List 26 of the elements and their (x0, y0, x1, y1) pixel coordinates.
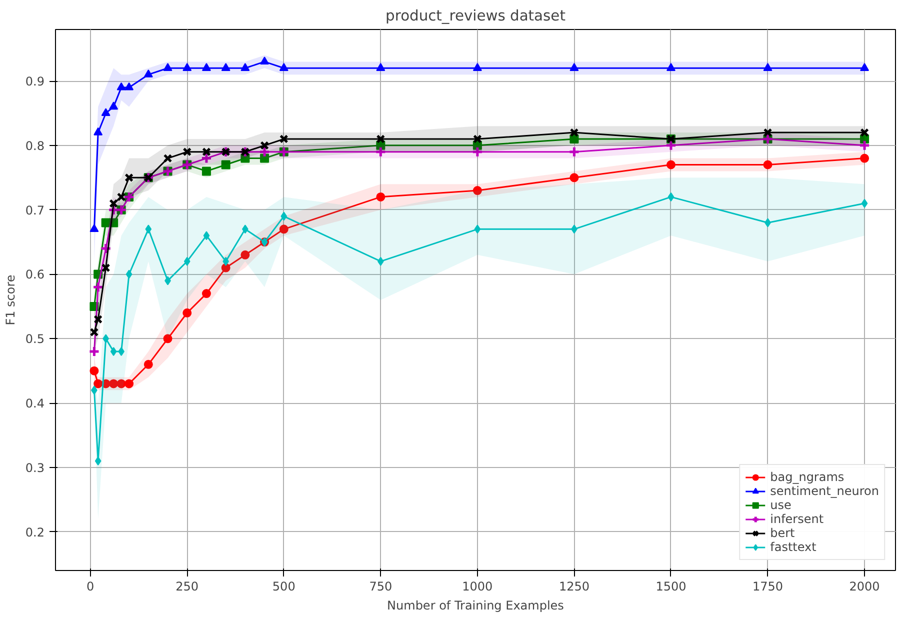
chart-title: product_reviews dataset (386, 8, 566, 24)
legend-label: sentiment_neuron (770, 484, 879, 498)
x-tick-label: 750 (369, 580, 392, 594)
x-tick-label: 2000 (849, 580, 880, 594)
x-tick-label: 1250 (558, 580, 590, 594)
x-tick-label: 1750 (752, 580, 784, 594)
legend-label: bert (770, 526, 795, 540)
y-tick-label: 0.5 (25, 332, 45, 346)
y-tick-label: 0.6 (25, 268, 45, 282)
legend-label: bag_ngrams (770, 470, 844, 484)
y-tick-label: 0.7 (25, 203, 45, 218)
x-tick-label: 1500 (656, 580, 686, 594)
y-tick-label: 0.3 (25, 460, 45, 475)
legend-label: infersent (770, 512, 824, 526)
legend-label: use (770, 498, 792, 512)
y-axis-title: F1 score (3, 274, 18, 326)
legend-label: fasttext (770, 540, 816, 554)
x-axis-title: Number of Training Examples (387, 598, 564, 612)
x-tick-label: 1000 (462, 580, 493, 594)
y-tick-label: 0.9 (25, 74, 45, 89)
x-tick-label: 0 (86, 580, 94, 594)
y-tick-label: 0.8 (25, 138, 45, 153)
x-tick-label: 250 (176, 580, 199, 594)
y-tick-label: 0.4 (25, 396, 45, 411)
y-tick-label: 0.2 (25, 525, 45, 540)
x-tick-label: 500 (272, 580, 296, 594)
